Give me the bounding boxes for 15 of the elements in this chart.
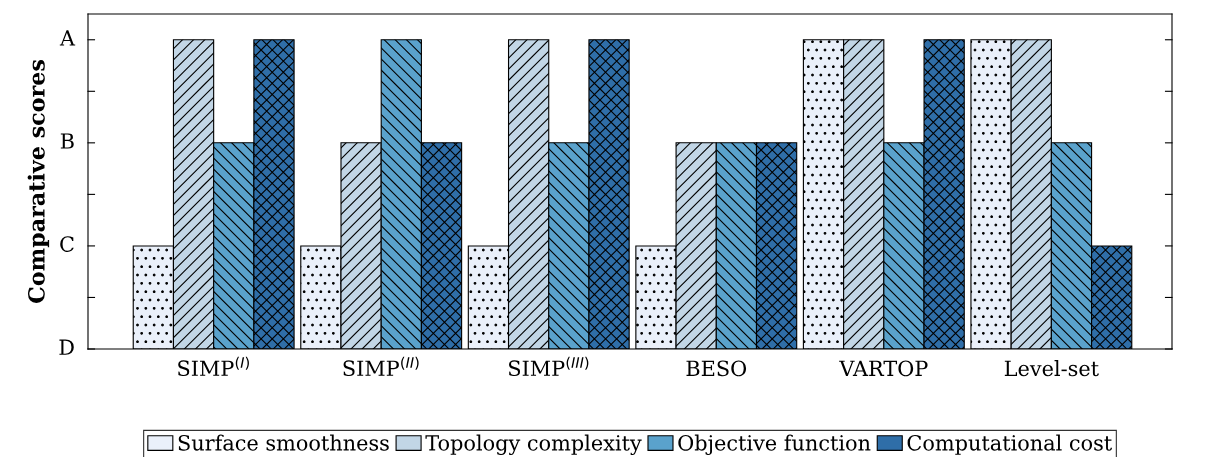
y-axis-title: Comparative scores bbox=[27, 60, 50, 303]
legend-label: Surface smoothness bbox=[178, 434, 389, 451]
x-tick-label: BESO bbox=[686, 360, 747, 377]
x-tick-label: SIMP$^{(I)}$ bbox=[178, 356, 249, 377]
text: B bbox=[60, 133, 74, 149]
x-tick-label: SIMP$^{(III)}$ bbox=[509, 356, 589, 377]
legend-label: Topology complexity bbox=[425, 434, 642, 456]
legend-label: Computational cost bbox=[907, 434, 1113, 455]
x-tick-label: SIMP$^{(II)}$ bbox=[343, 356, 419, 377]
x-tick-label: VARTOP bbox=[839, 360, 928, 377]
legend-label: Objective function bbox=[678, 434, 871, 456]
text: C bbox=[60, 236, 74, 252]
x-tick-label: Level-set bbox=[1004, 360, 1099, 377]
text: D bbox=[59, 339, 74, 355]
text: A bbox=[59, 30, 76, 46]
